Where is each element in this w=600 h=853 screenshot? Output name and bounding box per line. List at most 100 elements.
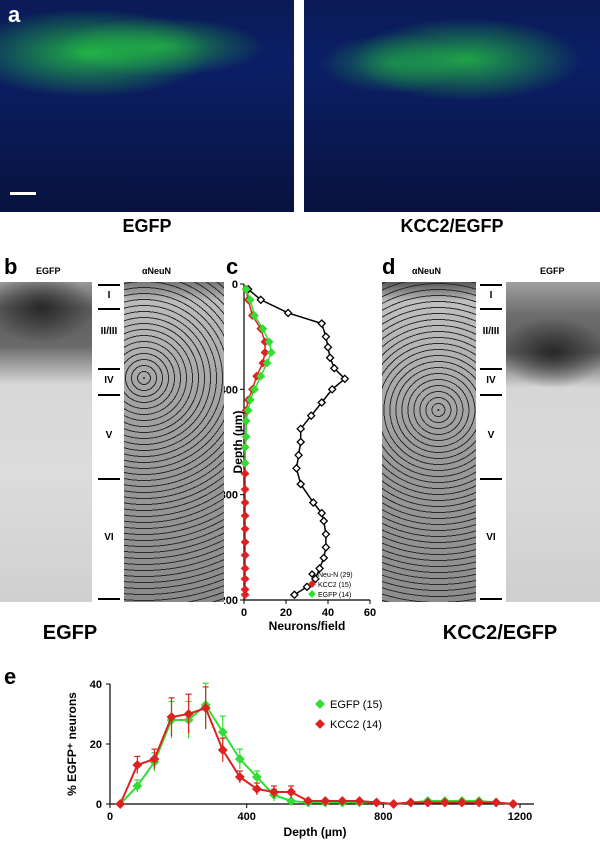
label-d-egfp: EGFP [540, 266, 565, 276]
data-point [240, 442, 250, 452]
data-point [303, 796, 314, 806]
data-point [354, 796, 365, 806]
series-line [244, 289, 266, 595]
x-axis-label: Depth (µm) [284, 825, 347, 839]
b-layer-line [98, 368, 120, 370]
data-point [132, 760, 143, 770]
label-b-egfp: EGFP [36, 266, 61, 276]
caption-a-left: EGFP [122, 216, 172, 236]
data-point [292, 463, 301, 473]
y-tick-label: 0 [96, 799, 102, 811]
data-point [256, 371, 266, 381]
data-point [319, 553, 329, 563]
data-point [296, 437, 306, 447]
data-point [241, 416, 251, 426]
micrograph-b-egfp [0, 282, 92, 602]
d-layer-label: II/III [482, 326, 500, 337]
layer-scale-d: I II/III IV V VI [478, 282, 504, 602]
fluorescence-image-kcc2-egfp [304, 0, 600, 212]
data-point [240, 563, 250, 573]
legend-marker [308, 580, 316, 588]
data-point [240, 574, 250, 584]
data-point [320, 796, 331, 806]
b-layer-label: V [105, 430, 113, 441]
y-tick-label: 1200 [224, 595, 238, 607]
panel-letter-e: e [4, 664, 17, 689]
data-point [286, 787, 297, 797]
x-tick-label: 0 [107, 811, 113, 823]
data-point [371, 797, 382, 808]
data-point [217, 727, 228, 737]
legend-marker [308, 570, 316, 578]
caption-a-right: KCC2/EGFP [400, 216, 504, 236]
data-point [325, 353, 335, 363]
y-tick-label: 400 [224, 384, 238, 396]
data-point [283, 308, 293, 318]
d-layer-line [480, 598, 502, 600]
d-layer-line [480, 284, 502, 286]
data-point [262, 358, 272, 368]
data-point [115, 799, 126, 809]
y-tick-label: 20 [90, 739, 102, 751]
data-point [234, 754, 245, 764]
data-point [329, 363, 339, 373]
legend-marker [315, 719, 325, 729]
d-layer-line [480, 368, 502, 370]
data-point [439, 797, 450, 808]
data-point [183, 709, 194, 719]
data-point [317, 398, 327, 407]
data-point [456, 797, 467, 808]
fluorescence-image-egfp [0, 0, 294, 212]
x-tick-label: 20 [280, 607, 292, 619]
data-point [327, 384, 337, 394]
panel-letter-a: a [8, 2, 21, 27]
x-tick-label: 40 [322, 607, 334, 619]
b-layer-label: IV [104, 375, 114, 386]
x-tick-label: 0 [241, 607, 247, 619]
caption-b: EGFP [42, 622, 98, 644]
data-point [321, 542, 331, 552]
data-point [200, 703, 211, 713]
micrograph-b-neun [124, 282, 224, 602]
data-point [149, 754, 160, 764]
y-tick-label: 0 [232, 279, 238, 291]
data-point [260, 348, 270, 357]
micrograph-d-neun [382, 282, 476, 602]
data-point [240, 458, 250, 468]
scale-bar [10, 192, 36, 195]
d-layer-line [480, 478, 502, 480]
data-point [240, 511, 250, 521]
data-point [302, 582, 312, 592]
data-point [294, 450, 304, 460]
data-point [241, 432, 251, 442]
data-point [234, 772, 245, 782]
data-point [289, 590, 299, 600]
d-layer-line [480, 394, 502, 396]
data-point [286, 796, 297, 806]
data-point [474, 797, 484, 808]
y-axis-label: % EGFP⁺ neurons [65, 692, 79, 796]
d-layer-label: I [489, 290, 493, 301]
layer-scale-b: I II/III IV V VI [96, 282, 122, 602]
data-point [240, 498, 250, 507]
data-point [388, 799, 399, 809]
data-point [240, 469, 250, 479]
y-tick-label: 800 [224, 490, 238, 502]
micrograph-d-egfp [506, 282, 600, 602]
data-point [422, 797, 433, 808]
x-axis-label: Neurons/field [269, 619, 346, 632]
b-layer-line [98, 598, 120, 600]
data-point [310, 574, 320, 584]
data-point [132, 781, 143, 791]
data-point [240, 550, 250, 560]
data-point [243, 405, 253, 415]
x-tick-label: 800 [374, 811, 392, 823]
data-point [240, 590, 250, 600]
legend-label: Neu-N (29) [318, 572, 353, 579]
series-line [119, 703, 514, 806]
data-point [508, 799, 519, 809]
data-point [321, 332, 331, 342]
b-layer-line [98, 284, 120, 286]
